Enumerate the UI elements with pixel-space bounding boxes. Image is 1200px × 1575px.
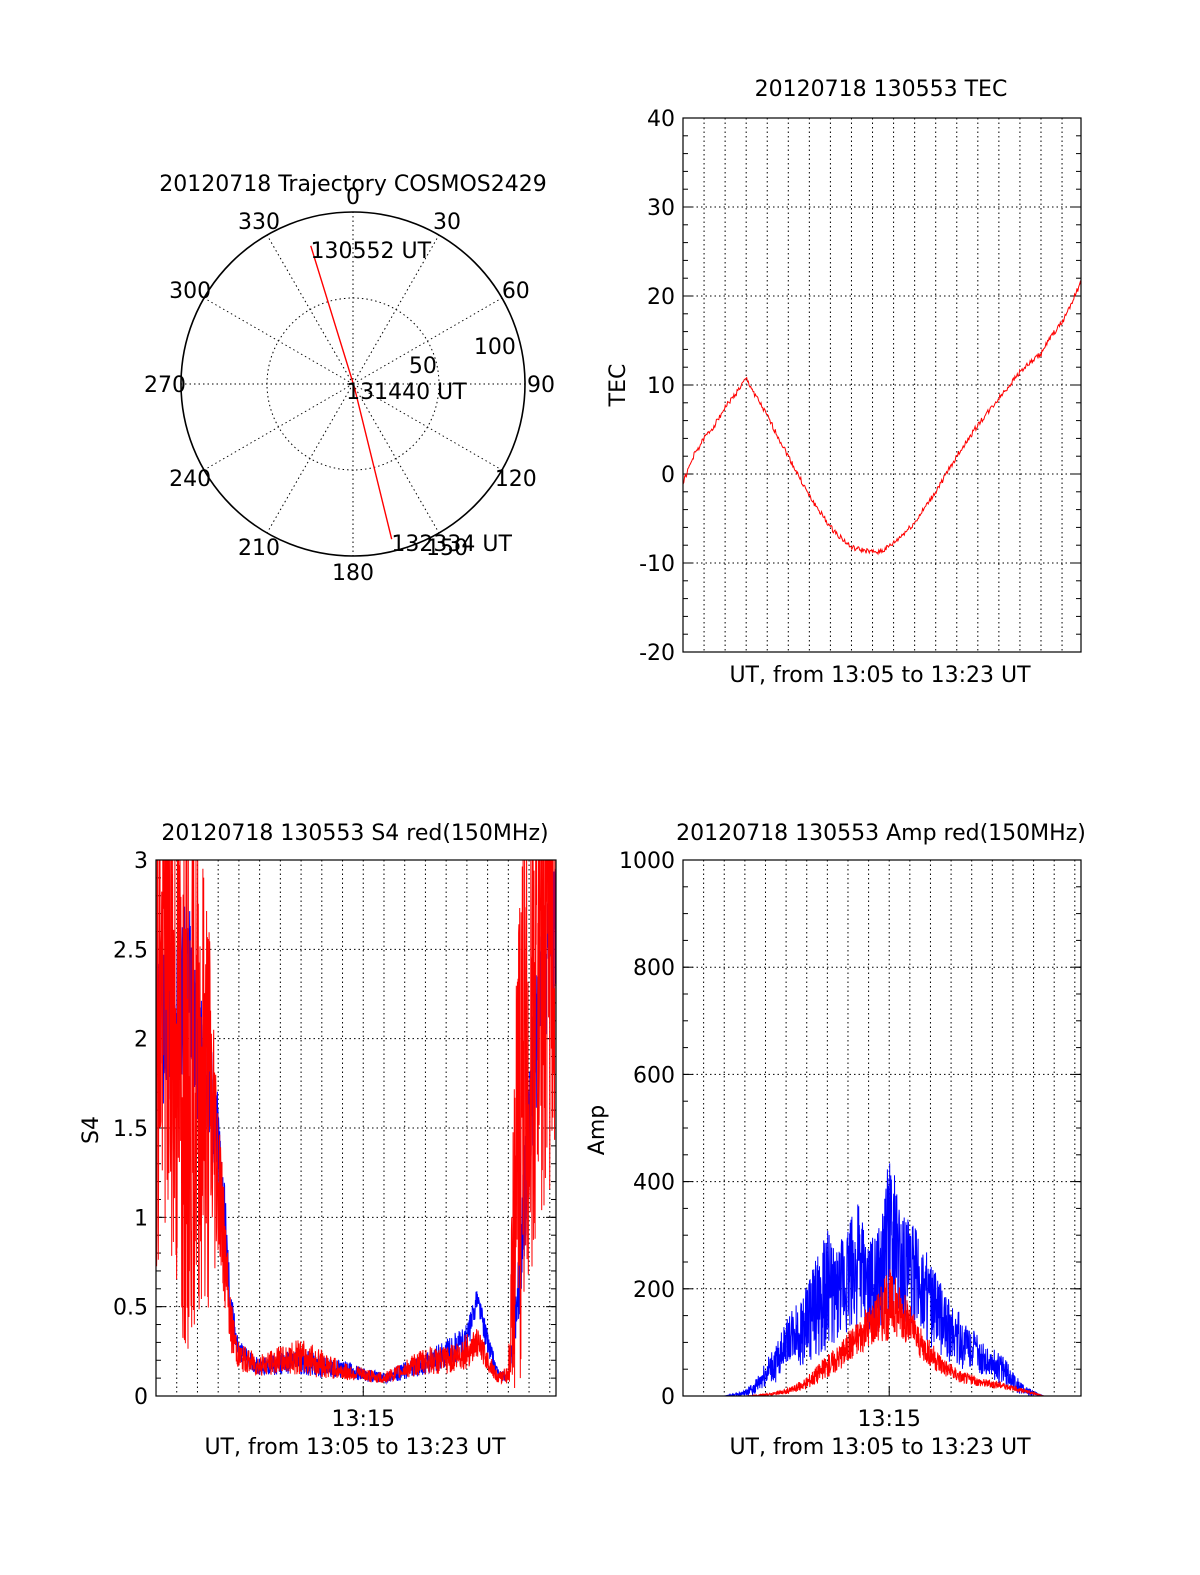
series-line-1 [683,280,1081,556]
tec-ylabel: TEC [606,364,631,408]
polar-spoke [266,383,354,534]
s4-title: 20120718 130553 S4 red(150MHz) [161,821,548,846]
tec-chart: 20120718 130553 TEC UT, from 13:05 to 13… [606,77,1082,688]
trajectory-track: 130552 UT 131440 UT 132334 UT [310,239,513,557]
y-tick-label: 0 [134,1385,148,1410]
polar-grid [180,211,526,557]
y-tick-label: 40 [647,107,675,132]
polar-spoke [352,383,503,471]
polar-spoke [266,234,354,385]
y-tick-label: 30 [647,196,675,221]
y-tick-label: 1 [134,1206,148,1231]
polar-angle-label: 300 [169,279,211,304]
polar-radial-labels: 50 100 [409,335,516,379]
polar-radial-label: 100 [474,335,516,360]
polar-spoke [352,297,503,385]
series-line-1 [683,1163,1081,1396]
polar-angle-label: 90 [527,373,555,398]
polar-spoke [203,383,354,471]
x-tick-label: 13:15 [332,1407,395,1432]
polar-angle-label: 60 [502,279,530,304]
polar-angle-label: 0 [346,185,360,210]
y-tick-label: 0.5 [113,1296,148,1321]
trajectory-chart: 20120718 Trajectory COSMOS2429 0 30 60 90 12… [144,172,555,586]
plot-frame [155,859,557,1397]
polar-angle-label: 210 [238,536,280,561]
s4-xlabel: UT, from 13:05 to 13:23 UT [204,1435,506,1460]
y-tick-label: 800 [633,956,675,981]
polar-angle-label: 270 [144,373,186,398]
tec-xlabel: UT, from 13:05 to 13:23 UT [729,663,1031,688]
y-tick-label: 1.5 [113,1117,148,1142]
polar-spoke [352,234,440,385]
polar-angle-label: 330 [238,210,280,235]
polar-angle-labels: 0 30 60 90 120 150 180 210 240 270 300 330 [144,185,555,586]
y-tick-label: 0 [661,463,675,488]
y-tick-label: 600 [633,1063,675,1088]
plot-frame [682,859,1082,1397]
y-tick-label: 200 [633,1278,675,1303]
s4-chart: 20120718 130553 S4 red(150MHz) UT, from … [79,821,557,1460]
y-tick-label: 1000 [619,849,675,874]
polar-spoke [352,383,440,534]
x-tick-label: 13:15 [858,1407,921,1432]
polar-angle-label: 120 [495,467,537,492]
y-tick-label: 20 [647,285,675,310]
y-tick-label: -10 [639,552,675,577]
polar-radial-label: 50 [409,354,437,379]
plot-frame [682,117,1082,653]
amp-ylabel: Amp [585,1105,610,1155]
trajectory-title: 20120718 Trajectory COSMOS2429 [159,172,546,197]
polar-angle-label: 150 [426,536,468,561]
series-line-2 [156,860,556,1389]
y-tick-label: 3 [134,849,148,874]
amp-chart: 20120718 130553 Amp red(150MHz) UT, from… [585,821,1086,1460]
tec-title: 20120718 130553 TEC [755,77,1008,102]
amp-title: 20120718 130553 Amp red(150MHz) [676,821,1086,846]
y-tick-label: 0 [661,1385,675,1410]
polar-spoke [203,297,354,385]
s4-ylabel: S4 [79,1116,104,1144]
y-tick-label: 10 [647,374,675,399]
trajectory-line [310,245,393,540]
trajectory-time-label: 131440 UT [346,380,467,405]
y-tick-label: -20 [639,641,675,666]
polar-angle-label: 180 [332,561,374,586]
y-tick-label: 400 [633,1171,675,1196]
trajectory-time-label: 130552 UT [310,239,431,264]
polar-angle-label: 30 [433,210,461,235]
polar-angle-label: 240 [169,467,211,492]
trajectory-time-label: 132334 UT [391,532,512,557]
y-tick-label: 2.5 [113,938,148,963]
amp-xlabel: UT, from 13:05 to 13:23 UT [729,1435,1031,1460]
y-tick-label: 2 [134,1028,148,1053]
